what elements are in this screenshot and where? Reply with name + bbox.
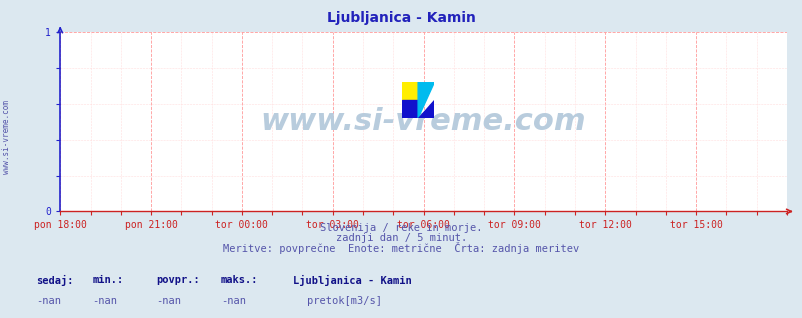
Text: -nan: -nan — [36, 296, 61, 306]
Text: Ljubljanica - Kamin: Ljubljanica - Kamin — [293, 275, 411, 286]
Text: www.si-vreme.com: www.si-vreme.com — [261, 107, 585, 136]
Text: Ljubljanica - Kamin: Ljubljanica - Kamin — [326, 11, 476, 25]
Text: -nan: -nan — [156, 296, 181, 306]
Text: zadnji dan / 5 minut.: zadnji dan / 5 minut. — [335, 233, 467, 243]
Text: pretok[m3/s]: pretok[m3/s] — [306, 296, 381, 306]
Text: min.:: min.: — [92, 275, 124, 285]
Text: povpr.:: povpr.: — [156, 275, 200, 285]
Text: maks.:: maks.: — [221, 275, 258, 285]
Text: -nan: -nan — [92, 296, 117, 306]
Text: Slovenija / reke in morje.: Slovenija / reke in morje. — [320, 223, 482, 233]
Text: www.si-vreme.com: www.si-vreme.com — [2, 100, 11, 174]
Text: sedaj:: sedaj: — [36, 275, 74, 286]
Text: -nan: -nan — [221, 296, 245, 306]
Text: Meritve: povprečne  Enote: metrične  Črta: zadnja meritev: Meritve: povprečne Enote: metrične Črta:… — [223, 242, 579, 254]
